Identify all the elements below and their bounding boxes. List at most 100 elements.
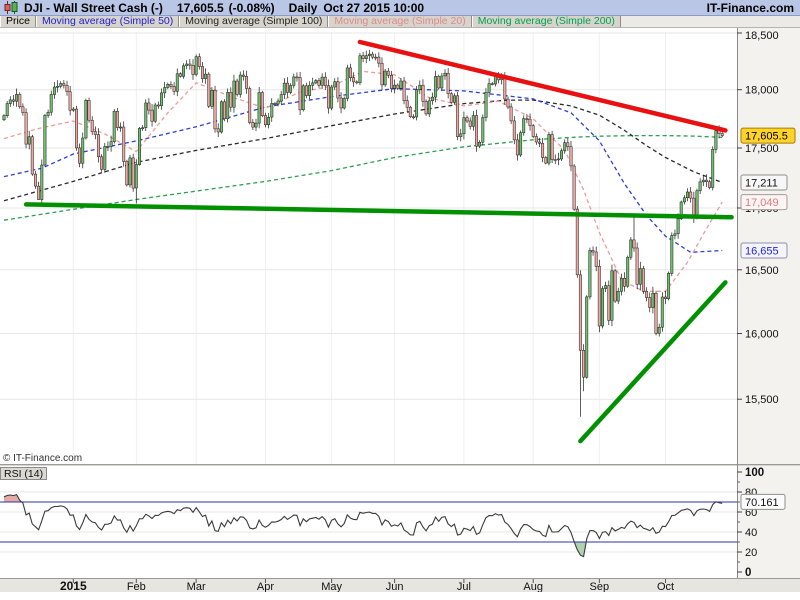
tab-moving-average-simple-50[interactable]: Moving average (Simple 50) — [35, 16, 180, 27]
candle-body — [566, 142, 570, 147]
candle — [698, 178, 702, 194]
candle-body — [638, 268, 642, 285]
candle — [619, 273, 623, 296]
rsi-tick-label: 40 — [745, 527, 757, 539]
candle — [484, 88, 488, 122]
badge-box — [740, 194, 788, 211]
tab-price[interactable]: Price — [0, 16, 36, 27]
candle-body — [286, 82, 289, 93]
candle — [330, 84, 334, 111]
candle-body — [156, 104, 160, 107]
horizontal-support-trendline[interactable] — [23, 202, 734, 220]
candle-body — [582, 350, 586, 378]
axis-badges: 17,605.5 17,211 17,049 16,655 70.161 — [740, 127, 796, 510]
candle-body — [115, 110, 119, 128]
candle-body — [412, 116, 415, 119]
candle-body — [264, 115, 267, 125]
candle — [440, 73, 444, 91]
candle — [141, 125, 145, 131]
candle — [490, 82, 494, 86]
candle — [251, 119, 255, 130]
candle-body — [65, 85, 69, 92]
candle — [175, 68, 179, 97]
month-label: 2015 — [60, 579, 87, 592]
candle — [213, 85, 217, 133]
candle-body — [465, 117, 469, 122]
candle-body — [471, 115, 475, 127]
badge-value: 70.161 — [745, 497, 779, 509]
candlestick-series — [2, 49, 724, 417]
candle — [81, 132, 85, 169]
ma50-line — [3, 87, 723, 253]
candle-body — [43, 115, 47, 166]
candle — [178, 72, 182, 78]
candle — [84, 98, 88, 140]
candle-body — [251, 122, 255, 128]
candle-body — [241, 74, 245, 77]
tab-moving-average-simple-200[interactable]: Moving average (Simple 200) — [471, 16, 621, 27]
tab-moving-average-simple-20[interactable]: Moving average (Simple 20) — [328, 16, 472, 27]
candle-body — [185, 63, 189, 67]
candle-body — [191, 65, 195, 75]
candle-body — [657, 326, 661, 334]
candle — [267, 113, 271, 129]
candle — [166, 82, 170, 90]
candle — [327, 79, 330, 114]
candle — [616, 287, 620, 305]
candle — [65, 80, 69, 96]
timeframe-label: Daily — [288, 0, 318, 15]
candle — [182, 63, 185, 79]
descending-resistance-trendline[interactable] — [357, 39, 728, 133]
candle-body — [201, 66, 204, 79]
candle — [134, 159, 138, 204]
candle-body — [676, 218, 680, 235]
candle-body — [484, 92, 488, 118]
month-label: Jun — [386, 581, 404, 592]
candle-body — [273, 103, 277, 105]
candle — [449, 92, 453, 104]
candle-body — [553, 159, 557, 161]
candle — [604, 281, 608, 292]
candle-body — [364, 55, 368, 59]
candle — [248, 86, 252, 125]
rsi-label-tab[interactable] — [0, 467, 47, 480]
candle-body — [654, 292, 658, 334]
candle-body — [78, 147, 82, 164]
candle — [538, 137, 541, 147]
candle-body — [52, 86, 56, 95]
candle — [512, 116, 516, 145]
candle — [575, 206, 579, 278]
rsi-panel[interactable]: RSI (14) — [0, 467, 737, 558]
candle — [415, 86, 419, 121]
candle — [462, 111, 466, 140]
candle — [364, 50, 368, 64]
badge-value: 17,049 — [745, 197, 779, 209]
candle-body — [2, 115, 6, 121]
gridlines — [0, 32, 737, 464]
tab-moving-average-simple-100[interactable]: Moving average (Simple 100) — [179, 16, 329, 27]
chart-canvas[interactable]: © IT-Finance.com RSI (14) 2015 Feb Mar Apr May… — [0, 28, 800, 593]
candle-body — [682, 197, 686, 203]
candle — [235, 78, 239, 97]
candle — [582, 344, 586, 392]
candle — [131, 153, 135, 192]
candle — [21, 103, 25, 116]
candle-body — [619, 278, 623, 292]
price-change: (-0.08%) — [228, 0, 275, 15]
candle — [506, 96, 510, 110]
candle-body — [695, 190, 699, 218]
candle — [610, 264, 614, 327]
candle-body — [651, 292, 655, 308]
candle-body — [109, 141, 113, 147]
candle — [534, 133, 538, 145]
ascending-support-trendline[interactable] — [578, 280, 728, 444]
candle-body — [197, 56, 201, 67]
month-label: Mar — [187, 581, 206, 592]
rsi-tick-label: 0 — [745, 567, 751, 579]
candle — [418, 80, 422, 95]
candle — [390, 70, 393, 93]
candle — [402, 77, 406, 105]
month-label: Jul — [457, 581, 471, 592]
candle — [670, 232, 674, 277]
